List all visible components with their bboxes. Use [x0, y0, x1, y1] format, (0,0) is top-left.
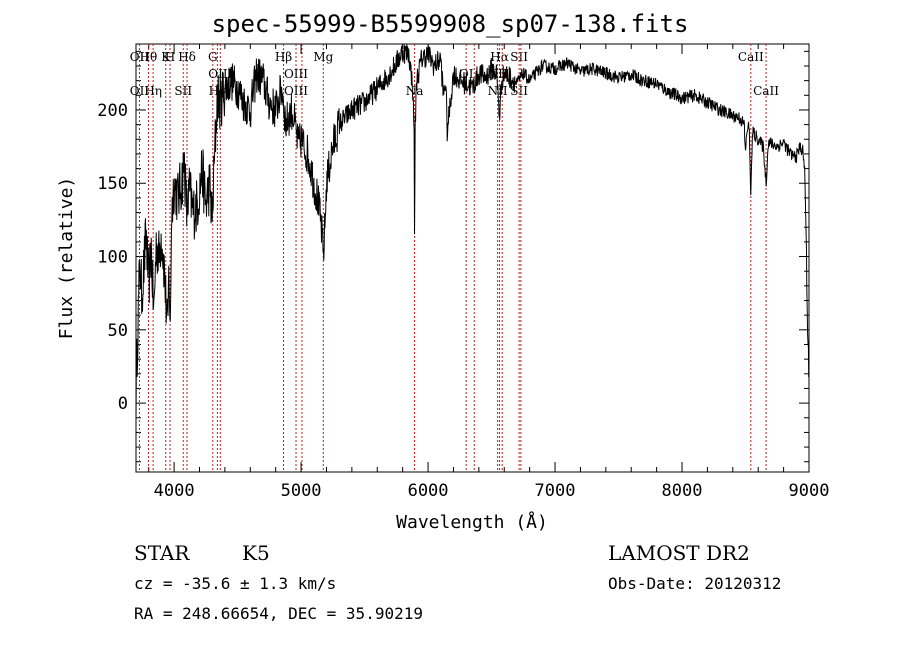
- x-tick-label: 8000: [662, 481, 703, 501]
- y-tick-label: 100: [97, 248, 128, 268]
- spectral-line-label: CaII: [753, 84, 779, 98]
- spectral-line-label: Hβ: [275, 50, 292, 64]
- spectral-line-label: OIII: [284, 84, 308, 98]
- y-tick-label: 150: [97, 174, 128, 194]
- spectral-line-label: Na: [406, 84, 424, 98]
- y-tick-label: 50: [108, 321, 128, 341]
- spectral-line-label: Mg: [313, 50, 333, 64]
- spectral-line-label: OIII: [284, 67, 308, 81]
- coordinates: RA = 248.66654, DEC = 35.90219: [134, 604, 423, 623]
- y-tick-label: 0: [118, 394, 128, 414]
- redshift-velocity: cz = -35.6 ± 1.3 km/s: [134, 574, 337, 593]
- spectral-subclass: K5: [242, 541, 270, 565]
- observation-date: Obs-Date: 20120312: [608, 574, 782, 593]
- spectral-line-label: G: [208, 50, 218, 64]
- spectral-line-label: CaII: [738, 50, 764, 64]
- x-tick-label: 4000: [154, 481, 195, 501]
- x-tick-label: 6000: [408, 481, 449, 501]
- spectral-line-label: OII: [130, 50, 150, 64]
- spectral-line-label: Hθ: [140, 50, 158, 64]
- plot-frame: [135, 43, 810, 473]
- spectral-line-label: Hη: [144, 84, 162, 98]
- spectral-line-label: K: [161, 50, 171, 64]
- survey-name: LAMOST DR2: [608, 541, 750, 565]
- x-tick-label: 7000: [535, 481, 576, 501]
- x-tick-label: 5000: [281, 481, 322, 501]
- chart-title: spec-55999-B5599908_sp07-138.fits: [211, 10, 689, 38]
- spectral-line-label: OII: [130, 84, 150, 98]
- spectral-line-label: Hα: [490, 50, 509, 64]
- spectral-line-label: H: [165, 50, 175, 64]
- spectral-line-label: SII: [174, 84, 192, 98]
- object-type: STAR: [134, 541, 190, 565]
- x-axis-label: Wavelength (Å): [396, 511, 548, 533]
- y-axis-label: Flux (relative): [56, 177, 77, 340]
- spectral-line-label: SII: [510, 50, 528, 64]
- x-tick-label: 9000: [789, 481, 830, 501]
- flux-series: [135, 44, 810, 420]
- spectral-line-label: Hδ: [178, 50, 196, 64]
- y-tick-label: 200: [97, 101, 128, 121]
